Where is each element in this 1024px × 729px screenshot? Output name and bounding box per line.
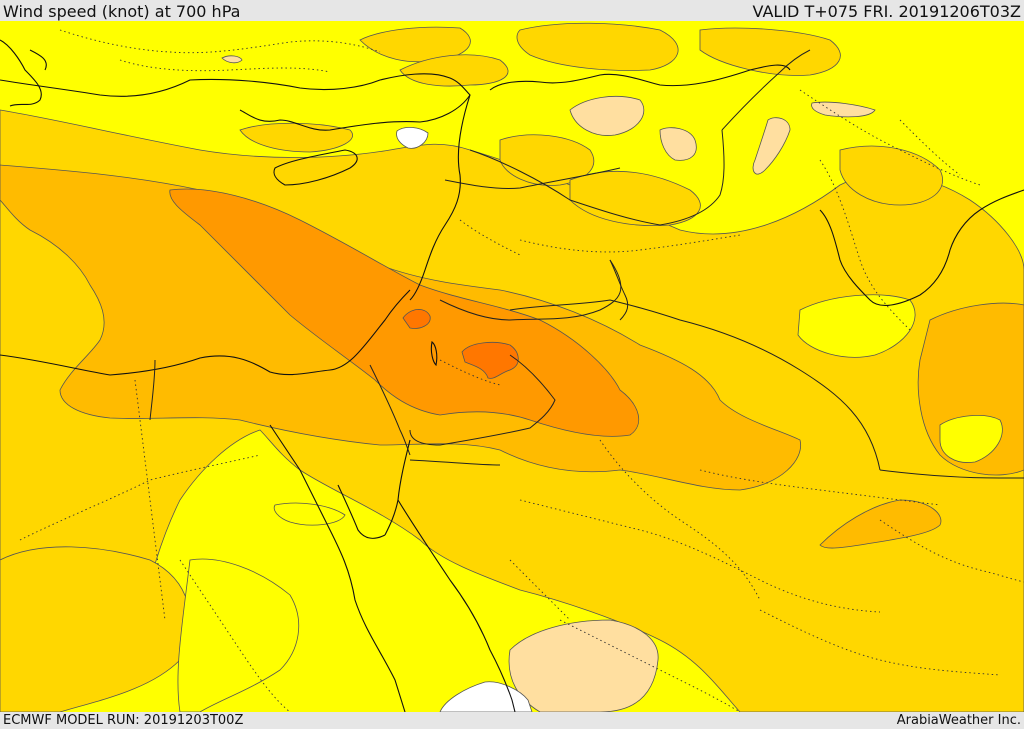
border-egypt-israel <box>369 364 411 456</box>
gold-zone-turkey-2 <box>399 54 509 87</box>
header-bar: Wind speed (knot) at 700 hPa VALID T+075… <box>0 0 1024 21</box>
coast-levant <box>409 94 471 301</box>
dotted-iran-3 <box>899 119 961 176</box>
wind-speed-map <box>0 21 1024 712</box>
peach-zone-caspian <box>569 95 645 136</box>
amber-zone-arabia-south <box>819 499 942 549</box>
map-title: Wind speed (knot) at 700 hPa <box>3 2 241 21</box>
peach-zone-iran-3 <box>811 101 876 118</box>
border-egypt-libya <box>149 359 156 421</box>
provincial-borders <box>19 29 1024 712</box>
dark-orange-max-jordan <box>461 341 519 379</box>
dotted-iran-2 <box>819 159 911 331</box>
calm-peach-zones <box>221 55 876 712</box>
border-saudi-iraq-east <box>879 469 1024 479</box>
gold-zone-gulf-east <box>839 145 943 206</box>
valid-time-label: VALID T+075 FRI. 20191206T03Z <box>752 2 1021 21</box>
country-borders <box>149 49 1024 479</box>
border-iraq-saudi <box>509 299 881 471</box>
peach-zone-iran-2 <box>752 117 791 175</box>
dotted-saudi-5 <box>759 609 1001 676</box>
yellow-pocket-gulf-1 <box>939 415 1003 463</box>
footer-bar: ECMWF MODEL RUN: 20191203T00Z ArabiaWeat… <box>0 712 1024 729</box>
dotted-saudi-2 <box>599 439 761 601</box>
coast-egypt-north <box>0 289 411 376</box>
dark-orange-wind-zones <box>402 309 519 379</box>
dotted-egypt-1 <box>19 454 261 541</box>
model-run-label: ECMWF MODEL RUN: 20191203T00Z <box>3 713 244 728</box>
gold-zone-syria-east <box>569 170 701 226</box>
dotted-saudi-3 <box>699 469 941 506</box>
coast-caspian <box>489 64 791 91</box>
gold-zone-caucasus <box>516 22 679 71</box>
gold-zone-turkey-1 <box>359 26 471 63</box>
border-syria-jordan <box>439 259 622 321</box>
border-iraq-west <box>609 259 629 321</box>
coastlines <box>0 39 1024 712</box>
dotted-egypt-3 <box>179 559 291 712</box>
yellow-pocket-gulf-2 <box>797 294 916 358</box>
dotted-syria-1 <box>459 219 521 256</box>
dotted-jordan-1 <box>439 359 501 386</box>
gold-zone-iran-north <box>699 27 841 76</box>
dotted-arabia-east <box>879 519 1024 583</box>
dotted-turkey-1 <box>59 29 381 54</box>
white-zone-red-sea <box>439 681 533 712</box>
coast-dead-sea <box>430 341 438 367</box>
credit-label: ArabiaWeather Inc. <box>896 713 1021 728</box>
calm-white-zones <box>396 127 533 712</box>
peach-zone-iran-1 <box>659 127 697 161</box>
border-syria-iraq <box>469 129 725 226</box>
coast-aegean <box>0 39 47 107</box>
border-saudi-south <box>409 459 501 466</box>
border-jordan-saudi <box>409 354 556 446</box>
coast-red-sea-east <box>397 499 516 712</box>
yellow-pocket-egypt <box>177 558 300 712</box>
coast-gulf-suez <box>269 424 406 712</box>
coast-turkey-south <box>0 73 471 131</box>
coast-cyprus <box>273 149 358 186</box>
white-zone-turkey <box>396 127 429 149</box>
border-turkey-syria <box>444 167 621 189</box>
orange-jet-core <box>169 188 640 437</box>
dark-orange-max-west <box>402 309 431 329</box>
border-iraq-iran <box>721 49 811 131</box>
peach-zone-turkey <box>221 55 243 64</box>
coast-sinai-east <box>337 484 386 539</box>
dotted-egypt-2 <box>134 379 166 621</box>
coast-persian-gulf <box>819 189 1024 306</box>
orange-wind-zones <box>169 188 640 437</box>
yellow-pockets <box>177 294 1003 712</box>
